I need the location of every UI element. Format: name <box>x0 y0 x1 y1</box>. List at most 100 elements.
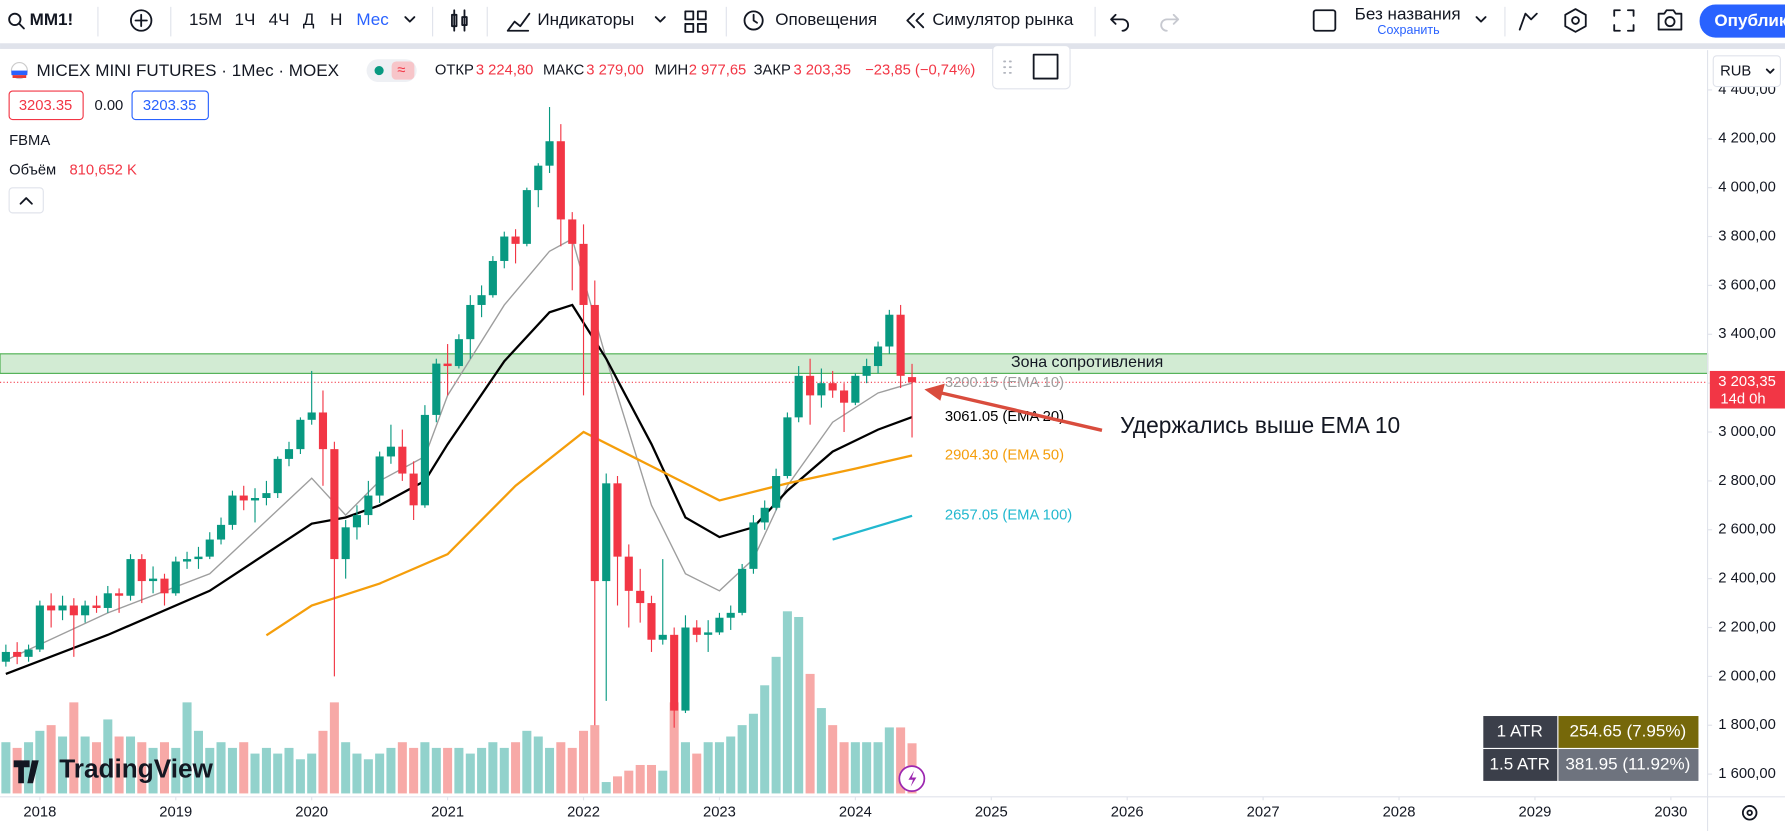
candle-body <box>432 363 441 415</box>
symbol[interactable]: MM1! <box>30 10 74 29</box>
settings-button[interactable] <box>1564 8 1587 33</box>
candle-body <box>194 556 203 560</box>
volume-bar <box>341 742 351 794</box>
volume-bar <box>35 730 45 794</box>
ask-price[interactable]: 3203.35 <box>143 98 196 114</box>
save-button[interactable]: Сохранить <box>1377 23 1439 37</box>
candle-body <box>216 524 226 540</box>
candle-body <box>681 627 690 711</box>
interval[interactable]: 1Ч <box>235 10 256 29</box>
publish-button[interactable]: Опубликовать <box>1714 11 1785 30</box>
collapse-chevron <box>19 197 33 205</box>
volume-bar <box>318 730 328 794</box>
templates-button[interactable] <box>684 10 707 33</box>
layout-name[interactable]: Без названия <box>1355 4 1461 23</box>
candle-body <box>862 366 871 376</box>
candle-body <box>840 390 849 403</box>
indicators-button[interactable]: Индикаторы <box>537 10 634 29</box>
y-tick-label: 2 600,00 <box>1718 522 1776 538</box>
axis-settings[interactable] <box>1741 805 1758 821</box>
atr-cell <box>1483 749 1558 781</box>
fullscreen-button[interactable] <box>1613 9 1635 32</box>
volume-bar <box>522 730 532 794</box>
y-tick-label: 2 200,00 <box>1718 619 1776 635</box>
alerts-icon-hands <box>752 13 758 24</box>
volume-bar <box>92 742 102 794</box>
ema-line <box>265 430 913 637</box>
indicator-name[interactable]: FBMA <box>9 133 50 149</box>
y-tick-label: 3 800,00 <box>1718 228 1776 244</box>
candle-body <box>828 383 837 391</box>
volume-bar <box>454 747 464 794</box>
watermark-logo <box>13 760 39 784</box>
volume-bar <box>612 776 623 794</box>
candle-body <box>364 495 373 516</box>
layout-dropdown[interactable] <box>1475 16 1487 23</box>
candle-body <box>115 593 124 596</box>
currency-box[interactable] <box>1712 55 1781 88</box>
volume-bar <box>182 702 192 794</box>
chart-type-button[interactable] <box>451 9 468 32</box>
drag-handle[interactable] <box>1003 60 1012 74</box>
volume-bar <box>12 747 22 794</box>
interval[interactable]: Н <box>330 10 342 29</box>
data-status[interactable] <box>391 61 415 80</box>
open-label: ОТКР <box>435 62 474 78</box>
interval[interactable]: Д <box>303 10 315 29</box>
alerts-button[interactable]: Оповещения <box>775 10 877 29</box>
y-tick-label: 2 000,00 <box>1718 668 1776 684</box>
symbol-legend: MICEX MINI FUTURES · 1Мес · MOEX ≈ ОТКР … <box>8 59 975 214</box>
layout-icon[interactable] <box>1312 9 1337 32</box>
bid-box[interactable] <box>8 90 84 121</box>
ask-box[interactable] <box>131 90 209 121</box>
atr-cell <box>1558 749 1699 781</box>
indicators-icon[interactable] <box>506 12 531 32</box>
collapse-button[interactable] <box>8 187 44 214</box>
currency[interactable]: RUB <box>1720 64 1751 80</box>
volume-bar <box>714 742 724 794</box>
undo-button[interactable] <box>1110 13 1129 32</box>
compare-button[interactable] <box>130 9 153 32</box>
interval-active[interactable]: Мес <box>356 10 389 29</box>
interval[interactable]: 15M <box>189 10 222 29</box>
bid-price[interactable]: 3203.35 <box>19 98 72 114</box>
quick-search-button[interactable] <box>1518 12 1538 31</box>
replay-button[interactable]: Симулятор рынка <box>932 10 1073 29</box>
volume-bar <box>680 742 690 794</box>
volume-bar <box>601 782 611 794</box>
x-tick-label: 2028 <box>1383 805 1416 821</box>
volume-bar <box>148 747 158 794</box>
interval[interactable]: 4Ч <box>269 10 290 29</box>
candle-body <box>58 605 67 611</box>
rectangle-tool[interactable] <box>1032 53 1059 80</box>
volume-bar <box>205 747 215 794</box>
search-icon[interactable] <box>8 12 22 26</box>
data-status-icon: ≈ <box>397 62 405 78</box>
volume-bar <box>726 736 736 794</box>
candle-body <box>126 559 135 596</box>
countdown-label: 14d 0h <box>1720 391 1765 407</box>
alerts-icon[interactable] <box>743 10 764 31</box>
volume-label[interactable]: Объём <box>9 163 56 179</box>
candle-body <box>250 497 260 501</box>
x-tick-label: 2027 <box>1247 805 1280 821</box>
spread: 0.00 <box>95 98 124 114</box>
indicators-dropdown[interactable] <box>654 16 666 23</box>
redo-button[interactable] <box>1160 13 1180 32</box>
candle-body <box>341 527 350 560</box>
y-tick-label: 3 000,00 <box>1718 424 1776 440</box>
snapshot-button[interactable] <box>1657 9 1683 31</box>
candle-body <box>579 243 588 305</box>
interval-dropdown[interactable] <box>404 16 416 23</box>
atr-value: 381.95 (11.92%) <box>1565 754 1690 773</box>
high-label: МАКС <box>543 62 585 78</box>
candle-body <box>488 260 497 296</box>
compare-plus <box>134 13 148 28</box>
candle-body <box>896 314 905 376</box>
replay-icon[interactable] <box>906 12 925 29</box>
y-tick-label: 3 400,00 <box>1718 326 1776 342</box>
candle-body <box>262 493 271 498</box>
volume-bar <box>80 736 90 794</box>
publish-button-bg[interactable] <box>1699 4 1785 38</box>
